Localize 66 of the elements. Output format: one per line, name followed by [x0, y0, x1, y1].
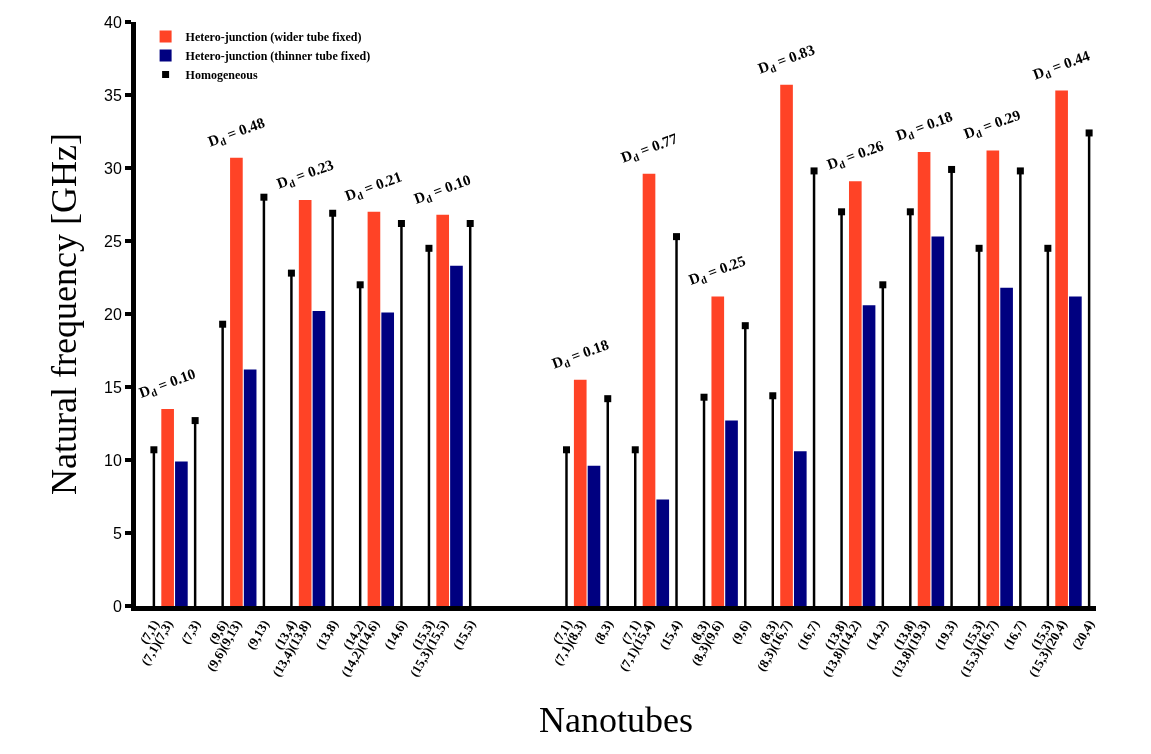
y-tick-label: 20 — [104, 305, 122, 323]
point — [631, 446, 639, 454]
point — [356, 281, 364, 289]
point — [700, 393, 708, 401]
legend-label: Homogeneous — [185, 68, 258, 83]
bar — [1069, 296, 1082, 606]
bar — [931, 236, 945, 606]
point — [906, 208, 914, 216]
point — [673, 233, 681, 241]
legend-label: Hetero-junction (thinner tube fixed) — [185, 49, 371, 64]
point — [466, 219, 474, 227]
bar — [780, 84, 793, 606]
bar — [1055, 90, 1068, 606]
x-axis-title: Nanotubes — [539, 699, 693, 740]
point — [769, 392, 777, 400]
bar — [298, 200, 312, 606]
point — [810, 167, 818, 175]
y-tick-label: 5 — [112, 524, 122, 542]
point — [604, 395, 612, 403]
bar — [161, 408, 174, 606]
bar — [862, 305, 876, 606]
point — [260, 193, 268, 201]
bar — [312, 311, 326, 606]
bar — [573, 379, 587, 606]
point — [562, 446, 570, 454]
point — [219, 320, 227, 328]
point — [1044, 244, 1052, 252]
point — [329, 209, 337, 217]
point — [287, 269, 295, 277]
bar — [243, 369, 257, 606]
bar — [587, 465, 601, 606]
bar — [436, 214, 450, 606]
bar — [381, 312, 395, 606]
point — [150, 446, 158, 454]
point — [838, 208, 846, 216]
bar — [848, 181, 862, 606]
y-tick-label: 30 — [104, 159, 122, 177]
bar — [793, 451, 807, 606]
point — [191, 417, 199, 425]
point — [879, 281, 887, 289]
bar — [367, 211, 381, 606]
point — [425, 244, 433, 252]
bar — [1000, 287, 1013, 606]
point — [1085, 129, 1093, 137]
point — [397, 219, 405, 227]
bar — [175, 461, 188, 606]
bar — [711, 296, 725, 606]
bar — [656, 499, 670, 606]
bar — [642, 173, 656, 606]
y-tick-label: 25 — [104, 232, 122, 250]
y-tick-label: 10 — [104, 451, 122, 469]
y-tick-label: 0 — [112, 597, 122, 615]
legend-label: Hetero-junction (wider tube fixed) — [185, 30, 362, 45]
point — [975, 244, 983, 252]
bar — [725, 420, 738, 606]
bar — [450, 265, 463, 606]
y-axis-title: Natural frequency [GHz] — [43, 133, 84, 495]
y-tick-label: 40 — [104, 13, 122, 31]
bar — [917, 151, 931, 606]
bar — [230, 157, 243, 606]
y-tick-label: 15 — [104, 378, 122, 396]
point — [948, 165, 956, 173]
bar — [986, 150, 1000, 606]
point — [741, 322, 749, 330]
y-tick-label: 35 — [104, 86, 122, 104]
point — [1016, 167, 1024, 175]
